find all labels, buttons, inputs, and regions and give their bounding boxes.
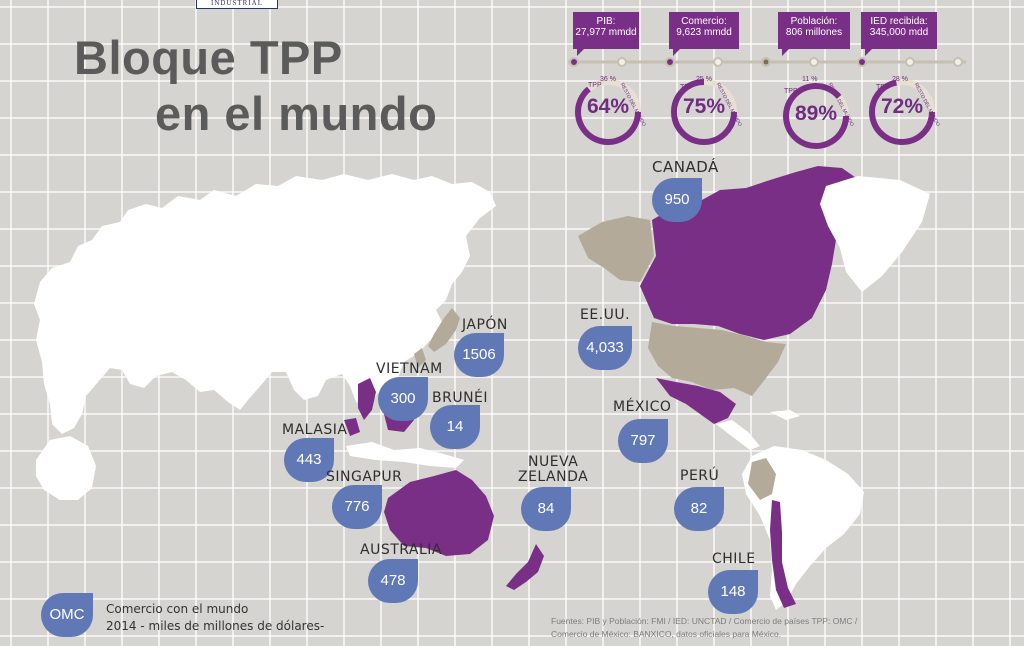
stat-value: 345,000 mdd (869, 27, 929, 38)
value-marker-usa: 4,033 (578, 326, 632, 370)
stat-label: IED recibida: (870, 16, 928, 27)
country-label-new-zealand-1: NUEVA (528, 454, 579, 470)
country-label-brunei: BRUNÉI (432, 390, 489, 406)
value-marker-canada: 950 (652, 178, 702, 222)
gauge-tpp-label: TPP (588, 82, 602, 89)
gauge-poblacion: TPP 11 % RESTO DEL MUNDO 89% (778, 76, 855, 148)
usa-region (648, 322, 786, 396)
country-label-canada: CANADÁ (652, 158, 719, 176)
gauge-tpp-share: 11 % (802, 76, 818, 83)
eurasia-landmass (34, 174, 496, 434)
alaska-region (578, 216, 654, 282)
value-marker-malaysia: 443 (284, 438, 334, 482)
sources-note: Fuentes: PIB y Población: FMI / IED: UNC… (551, 615, 857, 641)
stat-tag-ied: IED recibida: 345,000 mdd (861, 12, 937, 56)
country-label-usa: EE.UU. (580, 307, 631, 323)
gauge-tpp-share: 36 % (600, 76, 616, 83)
east-asia-islands (414, 348, 426, 368)
value-marker-chile: 148 (708, 570, 758, 614)
peru-region (748, 458, 776, 500)
gauge-tpp-share: 25 % (696, 76, 712, 83)
gauge-percent: 64% (586, 95, 630, 118)
japan-landmass (428, 308, 460, 352)
country-label-australia: AUSTRALIA (360, 542, 443, 558)
sources-line1: Fuentes: PIB y Población: FMI / IED: UNC… (551, 616, 858, 626)
new-zealand-landmass (506, 544, 544, 590)
stat-label: Comercio: (681, 16, 727, 27)
country-label-malaysia: MALASIA (282, 422, 348, 438)
legend-line2: 2014 - miles de millones de dólares- (106, 619, 325, 633)
page-title-line1: Bloque TPP (74, 31, 343, 84)
vietnam-region (358, 378, 376, 420)
stat-value: 27,977 mmdd (575, 27, 637, 38)
gauge-ied: TPP 28 % RESTO DEL MUNDO 72% (864, 76, 941, 148)
country-label-chile: CHILE (712, 551, 756, 567)
central-america (716, 410, 800, 450)
gauge-rings (575, 79, 935, 149)
legend-line1: Comercio con el mundo (106, 602, 249, 616)
page-title-line2: en el mundo (155, 87, 438, 140)
gauge-tpp-label: TPP (876, 84, 890, 91)
gauge-arc (783, 83, 849, 149)
gauge-percent: 72% (880, 95, 924, 118)
stat-label: Población: (790, 16, 838, 27)
sources-line2: Comercio de México: BANXICO, datos ofici… (551, 629, 782, 639)
stat-tag-comercio: Comercio: 9,623 mmdd (669, 12, 739, 56)
country-label-singapore: SINGAPUR (326, 469, 403, 485)
value-marker-new-zealand: 84 (521, 487, 571, 531)
legend-marker: OMC (41, 593, 93, 637)
value-marker-australia: 478 (368, 559, 418, 603)
africa-fragment (36, 436, 96, 500)
stat-label: PIB: (596, 16, 616, 27)
stat-tag-poblacion: Población: 806 millones (778, 12, 850, 56)
country-label-japan: JAPÓN (462, 317, 508, 333)
country-label-mexico: MÉXICO (613, 399, 672, 415)
stat-value: 806 millones (785, 27, 843, 38)
gauge-tpp-label: TPP (784, 88, 798, 95)
stat-tag-pib: PIB: 27,977 mmdd (573, 12, 639, 56)
chile-region (770, 500, 796, 608)
gauge-arc (869, 79, 935, 145)
value-marker-japan: 1506 (454, 333, 504, 377)
gauge-pib: TPP 36 % RESTO DEL MUNDO 64% (570, 76, 647, 148)
gauge-percent: 89% (794, 102, 838, 125)
australia-landmass (384, 470, 494, 556)
gauge-tpp-share: 28 % (892, 76, 908, 83)
country-label-peru: PERÚ (680, 468, 720, 484)
value-marker-vietnam: 300 (378, 377, 428, 421)
value-marker-singapore: 776 (332, 485, 382, 529)
stat-value: 9,623 mmdd (676, 27, 732, 38)
value-marker-brunei: 14 (430, 405, 480, 449)
gauge-arc (575, 86, 641, 145)
value-marker-peru: 82 (674, 487, 724, 531)
country-label-new-zealand-2: ZELANDA (518, 469, 589, 485)
value-marker-mexico: 797 (618, 419, 668, 463)
gauge-comercio: TPP 25 % RESTO DEL MUNDO 75% (666, 76, 743, 148)
timeline-markers (571, 59, 865, 65)
gauge-arc (671, 79, 737, 145)
gauge-tpp-label: TPP (680, 84, 694, 91)
publisher-logo: INDUSTRIAL (196, 0, 278, 9)
mexico-region (656, 378, 736, 424)
greenland-landmass (820, 176, 930, 292)
indonesia-islands (346, 442, 464, 468)
country-label-vietnam: VIETNAM (376, 361, 443, 377)
gauge-percent: 75% (682, 95, 726, 118)
